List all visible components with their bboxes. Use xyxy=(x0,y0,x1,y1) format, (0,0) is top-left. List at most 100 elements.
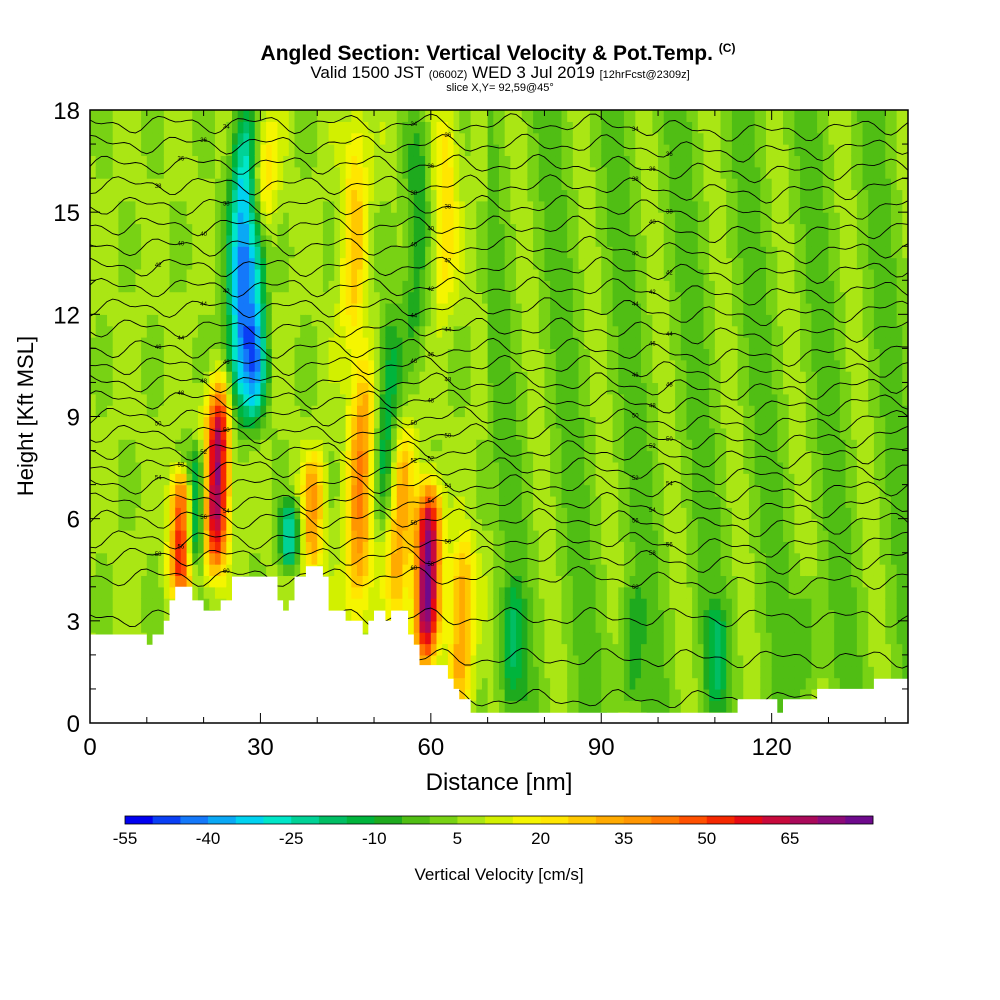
field-cell xyxy=(351,598,358,611)
field-cell xyxy=(95,450,102,463)
field-cell xyxy=(243,234,250,247)
field-cell xyxy=(385,234,392,247)
field-cell xyxy=(476,643,483,656)
field-cell xyxy=(487,620,494,633)
field-cell xyxy=(362,507,369,520)
field-cell xyxy=(510,405,517,418)
field-cell xyxy=(606,609,614,622)
field-cell xyxy=(567,518,574,531)
field-cell xyxy=(322,484,330,497)
field-cell xyxy=(209,518,216,531)
field-cell xyxy=(356,246,364,259)
field-cell xyxy=(561,427,568,440)
field-cell xyxy=(146,598,154,611)
field-cell xyxy=(158,212,165,225)
field-cell xyxy=(379,427,386,440)
field-cell xyxy=(493,632,500,645)
field-cell xyxy=(464,314,472,327)
field-cell xyxy=(146,246,154,259)
field-cell xyxy=(146,223,154,236)
field-cell xyxy=(186,325,193,338)
field-cell xyxy=(232,507,239,520)
field-cell xyxy=(175,155,182,168)
field-cell xyxy=(305,212,313,225)
field-cell xyxy=(226,507,233,520)
field-cell xyxy=(499,371,506,384)
field-cell xyxy=(249,518,256,531)
field-cell xyxy=(481,155,489,168)
field-cell xyxy=(544,484,551,497)
field-cell xyxy=(499,291,506,304)
field-cell xyxy=(283,393,290,406)
field-cell xyxy=(413,155,421,168)
field-cell xyxy=(499,688,506,701)
field-cell xyxy=(271,314,279,327)
field-cell xyxy=(328,507,335,520)
field-cell xyxy=(516,155,523,168)
field-cell xyxy=(419,473,426,486)
field-cell xyxy=(305,416,313,429)
field-cell xyxy=(368,598,375,611)
field-cell xyxy=(226,348,233,361)
field-cell xyxy=(249,507,256,520)
field-cell xyxy=(163,427,171,440)
field-cell xyxy=(345,405,352,418)
field-cell xyxy=(356,552,364,565)
field-cell xyxy=(572,302,580,315)
field-cell xyxy=(561,268,568,281)
field-cell xyxy=(271,427,279,440)
valid-prefix: Valid 1500 JST xyxy=(310,63,425,82)
field-cell xyxy=(379,473,386,486)
field-cell xyxy=(351,121,358,134)
field-cell xyxy=(311,178,318,191)
field-cell xyxy=(129,302,137,315)
field-cell xyxy=(214,246,222,259)
field-cell xyxy=(408,121,415,134)
field-cell xyxy=(396,495,404,508)
field-cell xyxy=(180,166,188,179)
field-cell xyxy=(470,552,477,565)
field-cell xyxy=(459,677,466,690)
field-cell xyxy=(209,257,216,270)
field-cell xyxy=(481,393,489,406)
field-cell xyxy=(413,178,421,191)
field-cell xyxy=(538,359,546,372)
field-cell xyxy=(567,654,574,667)
field-cell xyxy=(567,110,574,122)
field-cell xyxy=(413,450,421,463)
field-cell xyxy=(374,337,381,349)
field-cell xyxy=(442,234,449,247)
field-cell xyxy=(402,484,409,497)
field-cell xyxy=(300,234,307,247)
field-cell xyxy=(203,212,210,225)
field-cell xyxy=(356,371,364,384)
field-cell xyxy=(305,507,313,520)
field-cell xyxy=(391,144,398,157)
field-cell xyxy=(413,495,421,508)
field-cell xyxy=(476,291,483,304)
field-cell xyxy=(436,155,443,168)
field-cell xyxy=(595,530,602,542)
field-cell xyxy=(226,530,233,542)
field-cell xyxy=(396,189,404,202)
field-cell xyxy=(544,541,551,554)
field-cell xyxy=(197,234,205,247)
field-cell xyxy=(464,439,472,452)
field-cell xyxy=(356,189,364,202)
field-cell xyxy=(277,507,284,520)
field-cell xyxy=(135,609,142,622)
field-cell xyxy=(339,541,347,554)
field-cell xyxy=(101,473,108,486)
field-cell xyxy=(572,632,580,645)
field-cell xyxy=(283,564,290,577)
field-cell xyxy=(328,246,335,259)
forecast-info: [12hrFcst@2309z] xyxy=(599,69,690,81)
field-cell xyxy=(152,575,159,588)
field-cell xyxy=(533,155,540,168)
field-cell xyxy=(368,461,375,474)
field-cell xyxy=(328,530,335,542)
field-cell xyxy=(317,291,324,304)
field-cell xyxy=(464,178,472,191)
field-cell xyxy=(510,666,517,679)
field-cell xyxy=(118,223,125,236)
